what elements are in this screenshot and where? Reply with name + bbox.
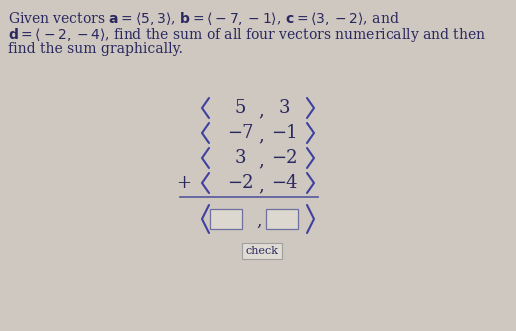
Text: ,: , xyxy=(256,213,262,229)
Text: $\mathbf{d} = \langle-2,-4\rangle$, find the sum of all four vectors numerically: $\mathbf{d} = \langle-2,-4\rangle$, find… xyxy=(8,26,486,44)
FancyBboxPatch shape xyxy=(266,209,298,229)
Text: −2: −2 xyxy=(271,149,297,167)
FancyBboxPatch shape xyxy=(210,209,242,229)
Text: −1: −1 xyxy=(271,124,297,142)
Text: 5: 5 xyxy=(234,99,246,117)
Text: 3: 3 xyxy=(278,99,290,117)
Text: check: check xyxy=(246,246,279,256)
Text: +: + xyxy=(176,174,191,192)
Text: −2: −2 xyxy=(227,174,253,192)
Text: ,: , xyxy=(258,176,264,194)
Text: 3: 3 xyxy=(234,149,246,167)
FancyBboxPatch shape xyxy=(242,243,282,259)
Text: ,: , xyxy=(258,151,264,169)
Text: find the sum graphically.: find the sum graphically. xyxy=(8,42,183,56)
Text: Given vectors $\mathbf{a} = \langle5,3\rangle$, $\mathbf{b} = \langle-7,-1\rangl: Given vectors $\mathbf{a} = \langle5,3\r… xyxy=(8,10,399,27)
Text: −7: −7 xyxy=(227,124,253,142)
Text: ,: , xyxy=(258,126,264,144)
Text: ,: , xyxy=(258,101,264,119)
Text: −4: −4 xyxy=(271,174,297,192)
